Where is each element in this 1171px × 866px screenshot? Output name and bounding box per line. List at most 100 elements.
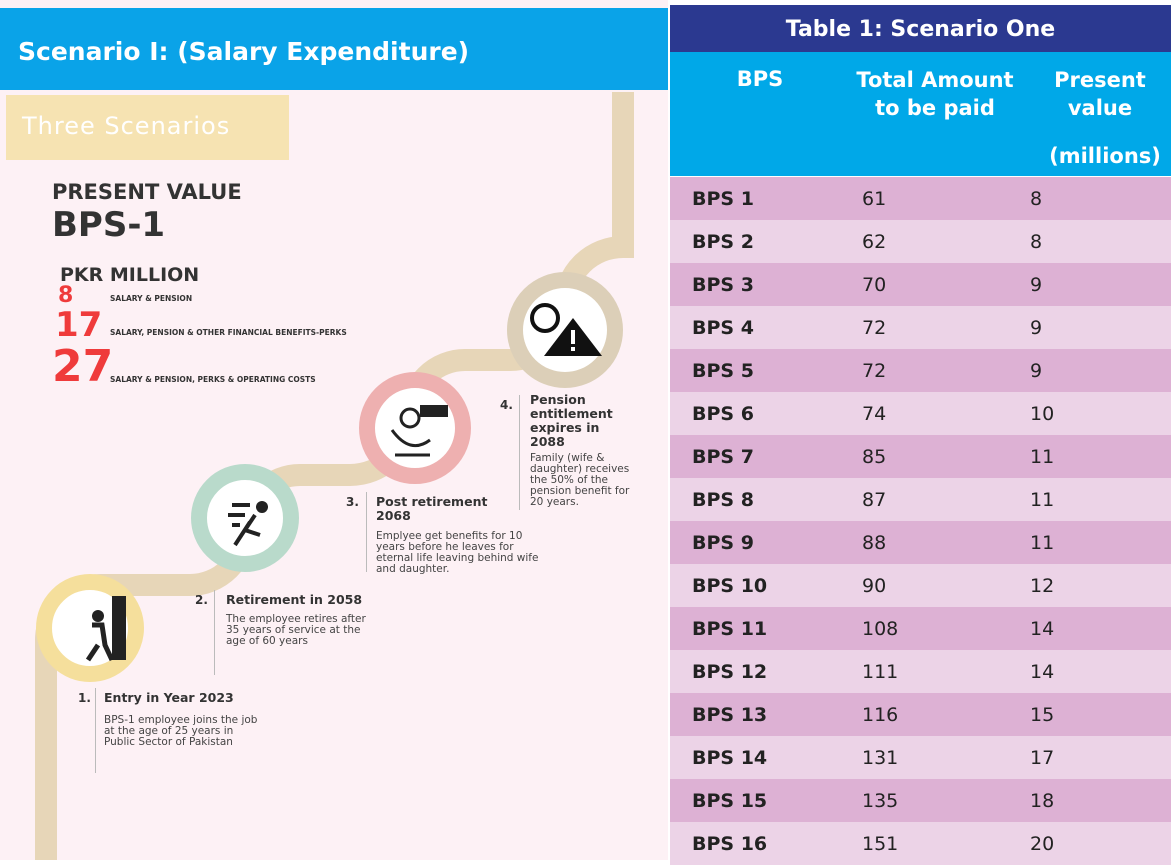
table-cell: 18 [1030,790,1055,812]
table-cell: BPS 1 [692,188,754,210]
table-row: BPS 4 72 9 [670,306,1171,349]
table-row: BPS 8 87 11 [670,478,1171,521]
step-text: BPS-1 employee joins the job at the age … [104,714,258,748]
table-cell: 9 [1030,317,1043,339]
road [35,92,634,860]
unit: PKR MILLION [60,264,200,286]
badge: Three Scenarios [6,95,289,160]
column-header: BPS [736,67,784,91]
step-title: Retirement in 2058 [226,592,363,607]
table-cell: BPS 11 [692,618,768,640]
table-cell: 14 [1030,661,1055,683]
step-number: 4. [500,398,513,412]
table-cell: 85 [862,446,887,468]
table-cell: 116 [862,704,899,726]
table-cell: BPS 3 [692,274,754,296]
table-cell: 70 [862,274,887,296]
table-cell: 135 [862,790,899,812]
table-row: BPS 7 85 11 [670,435,1171,478]
divider [214,590,215,675]
infographic: Scenario I: (Salary Expenditure) Three S… [0,0,668,860]
table-cell: BPS 16 [692,833,768,855]
table-cell: 88 [862,532,887,554]
table-row: BPS 14 131 17 [670,736,1171,779]
table-cell: 72 [862,360,887,382]
table-row: BPS 6 74 10 [670,392,1171,435]
step-circle [359,372,471,484]
table-cell: 20 [1030,833,1055,855]
column-header: Total Amount to be paid [856,68,1014,120]
table-row: BPS 15 135 18 [670,779,1171,822]
icon [530,303,602,356]
table-row: BPS 16 151 20 [670,822,1171,865]
icon [85,596,126,662]
table-row: BPS 11 108 14 [670,607,1171,650]
table-row: BPS 3 70 9 [670,263,1171,306]
figure-value: 8 [58,283,74,308]
figure-label: SALARY & PENSION, PERKS & OPERATING COST… [110,375,316,384]
banner-title: Scenario I: (Salary Expenditure) [0,8,668,90]
figure-label: SALARY & PENSION [110,294,193,303]
table-cell: 111 [862,661,899,683]
figure-label: SALARY, PENSION & OTHER FINANCIAL BENEFI… [110,328,347,337]
column-header: Present value [1054,68,1146,120]
table-header: BPS Total Amount to be paid Present valu… [670,52,1171,176]
step-text: The employee retires after 35 years of s… [226,613,366,647]
table-row: BPS 5 72 9 [670,349,1171,392]
table-cell: BPS 2 [692,231,754,253]
step-circle [191,464,299,572]
table-cell: 8 [1030,231,1043,253]
step-text: Family (wife & daughter) receives the 50… [530,452,630,508]
divider [519,395,520,510]
table-cell: BPS 15 [692,790,768,812]
step-number: 1. [78,691,91,705]
table-cell: BPS 5 [692,360,754,382]
step-text: Emplyee get benefits for 10 years before… [376,530,539,575]
table-title: Table 1: Scenario One [670,5,1171,52]
table-cell: 131 [862,747,899,769]
icon [390,405,448,457]
table-cell: BPS 9 [692,532,754,554]
divider [95,688,96,773]
step-number: 2. [195,593,208,607]
table-cell: BPS 8 [692,489,754,511]
table-cell: 11 [1030,489,1055,511]
table-cell: 151 [862,833,899,855]
table-cell: BPS 4 [692,317,754,339]
figure-value: 17 [55,305,103,345]
table-cell: 14 [1030,618,1055,640]
table-cell: BPS 12 [692,661,768,683]
table-cell: 17 [1030,747,1055,769]
table-cell: 90 [862,575,887,597]
column-subheader: (millions) [1049,144,1161,168]
step-title: Entry in Year 2023 [104,690,234,705]
table-cell: 8 [1030,188,1043,210]
table-row: BPS 2 62 8 [670,220,1171,263]
icon [228,501,268,547]
table-row: BPS 13 116 15 [670,693,1171,736]
table-cell: 74 [862,403,887,425]
table-cell: 15 [1030,704,1055,726]
table-cell: 9 [1030,274,1043,296]
table-cell: 62 [862,231,887,253]
table-cell: 11 [1030,446,1055,468]
table-cell: 12 [1030,575,1055,597]
table-cell: 11 [1030,532,1055,554]
table-cell: BPS 6 [692,403,754,425]
table-cell: BPS 13 [692,704,768,726]
table-row: BPS 10 90 12 [670,564,1171,607]
table-cell: 72 [862,317,887,339]
step-title: Post retirement 2068 [376,494,488,523]
subheading: BPS-1 [52,205,166,245]
table-cell: BPS 7 [692,446,754,468]
table-row: BPS 9 88 11 [670,521,1171,564]
table-cell: 9 [1030,360,1043,382]
step-number: 3. [346,495,359,509]
table-cell: BPS 10 [692,575,768,597]
step-title: Pension entitlement expires in 2088 [530,392,613,449]
table-cell: 61 [862,188,887,210]
divider [366,492,367,572]
table-cell: 87 [862,489,887,511]
table-cell: 108 [862,618,899,640]
table-row: BPS 1 61 8 [670,177,1171,220]
